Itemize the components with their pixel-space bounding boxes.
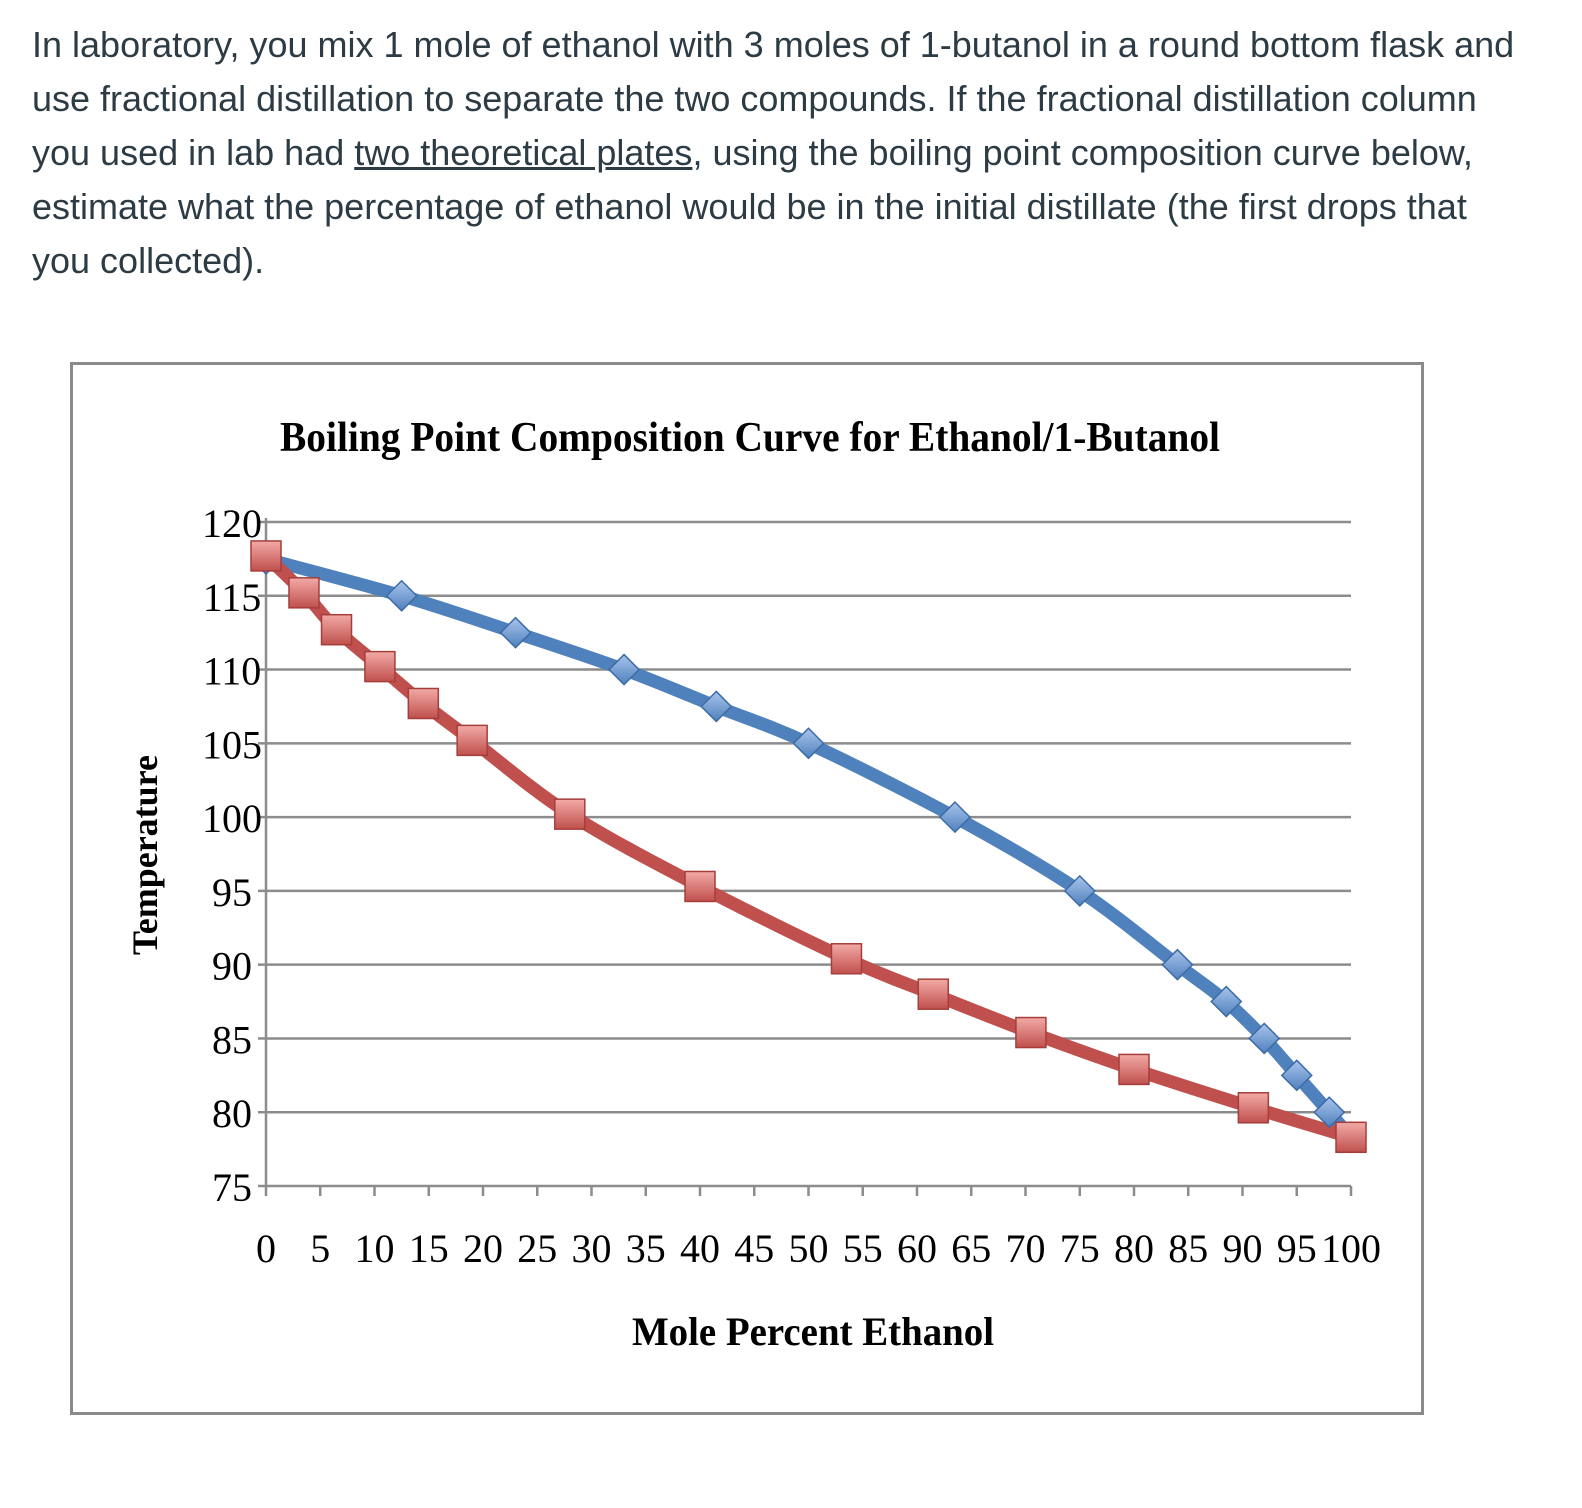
diamond-marker	[1161, 948, 1194, 981]
y-tick-label: 100	[202, 796, 262, 841]
boiling-point-chart: Boiling Point Composition Curve for Etha…	[125, 415, 1381, 1354]
x-tick-label: 40	[680, 1226, 720, 1271]
x-tick-label: 80	[1114, 1226, 1154, 1271]
x-tick-label: 75	[1060, 1226, 1100, 1271]
x-tick-label: 5	[310, 1226, 330, 1271]
question-text: In laboratory, you mix 1 mole of ethanol…	[32, 18, 1532, 288]
x-tick-label: 30	[572, 1226, 612, 1271]
diamond-marker	[385, 579, 418, 612]
x-tick-label: 45	[734, 1226, 774, 1271]
chart-frame: Boiling Point Composition Curve for Etha…	[70, 362, 1424, 1415]
y-tick-label: 115	[203, 575, 262, 620]
diamond-marker	[1313, 1096, 1346, 1129]
y-tick-label: 105	[202, 722, 262, 767]
square-marker	[1335, 1121, 1367, 1154]
x-tick-label: 85	[1168, 1226, 1208, 1271]
square-marker	[684, 870, 716, 903]
square-marker	[320, 613, 353, 646]
series-line-1	[259, 552, 1358, 1144]
y-axis-label: Temperature	[125, 755, 165, 955]
y-tick-label: 75	[212, 1165, 252, 1210]
square-marker	[1237, 1092, 1270, 1124]
x-tick-label: 15	[409, 1226, 449, 1271]
x-axis-label: Mole Percent Ethanol	[632, 1309, 994, 1354]
x-tick-label: 0	[256, 1226, 276, 1271]
diamond-marker	[1063, 874, 1096, 907]
diamond-marker	[700, 690, 733, 723]
square-marker	[1015, 1016, 1047, 1049]
square-marker	[456, 724, 488, 757]
y-tick-label: 80	[212, 1091, 252, 1136]
series-line-2	[259, 549, 1358, 1144]
x-tick-label: 10	[355, 1226, 395, 1271]
y-tick-label: 110	[203, 649, 262, 694]
diamond-marker	[792, 727, 825, 760]
square-marker	[407, 687, 440, 720]
x-tick-label: 35	[626, 1226, 666, 1271]
y-tick-label: 95	[212, 870, 252, 915]
diamond-marker	[1280, 1059, 1313, 1092]
chart-title: Boiling Point Composition Curve for Etha…	[280, 415, 1220, 461]
x-tick-label: 55	[843, 1226, 883, 1271]
x-tick-label: 65	[951, 1226, 991, 1271]
question-part-2: , using the boiling point composition cu…	[32, 132, 1473, 281]
square-marker	[554, 798, 586, 830]
square-marker	[1118, 1053, 1150, 1086]
square-marker	[917, 978, 950, 1010]
y-tick-label: 120	[202, 501, 262, 546]
y-tick-label: 90	[212, 944, 252, 989]
x-tick-label: 60	[897, 1226, 937, 1271]
x-tick-label: 100	[1321, 1226, 1381, 1271]
x-tick-label: 20	[463, 1226, 503, 1271]
square-marker	[250, 540, 282, 572]
x-tick-label: 95	[1277, 1226, 1317, 1271]
x-tick-label: 90	[1223, 1226, 1263, 1271]
diamond-marker	[1248, 1022, 1281, 1055]
x-tick-label: 25	[517, 1226, 557, 1271]
diamond-marker	[938, 801, 972, 834]
diamond-marker	[1210, 985, 1243, 1018]
diamond-marker	[607, 653, 641, 686]
diamond-marker	[499, 616, 532, 649]
y-tick-label: 85	[212, 1017, 252, 1062]
square-marker	[288, 577, 320, 609]
square-marker	[830, 943, 863, 975]
x-tick-label: 70	[1006, 1226, 1046, 1271]
x-tick-label: 50	[789, 1226, 829, 1271]
question-part-1: In laboratory, you mix 1 mole of ethanol…	[32, 24, 1515, 173]
square-marker	[364, 650, 396, 683]
question-underlined-text: two theoretical plates	[354, 132, 693, 173]
